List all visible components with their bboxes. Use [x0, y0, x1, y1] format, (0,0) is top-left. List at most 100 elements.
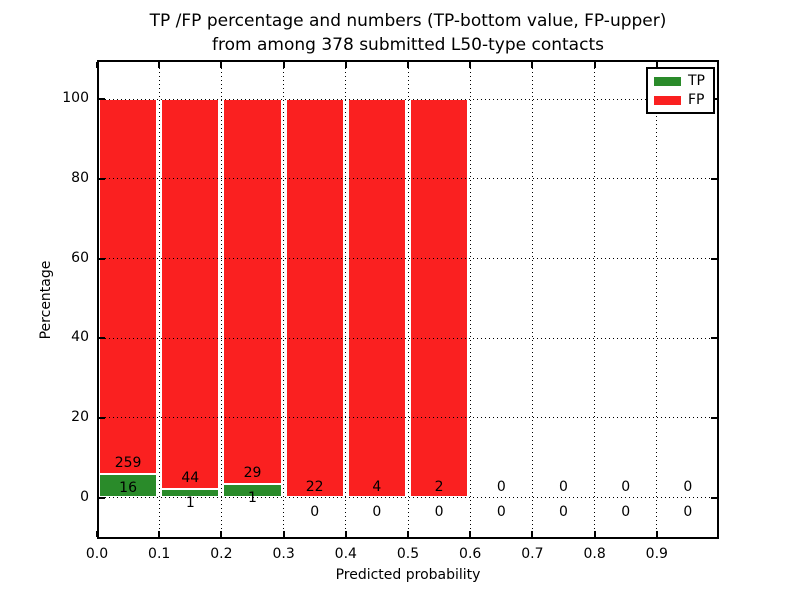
y-tick-mark [711, 337, 717, 340]
x-tick-mark [655, 531, 658, 537]
fp-bar [347, 99, 406, 498]
y-tick-label: 100 [62, 90, 89, 107]
tp-count-label: 0 [683, 503, 693, 520]
gridline-vertical [407, 60, 409, 539]
tp-count-label: 16 [119, 480, 138, 497]
fp-count-label: 22 [305, 478, 324, 495]
x-tick-mark [96, 62, 98, 68]
x-tick-label: 0.6 [459, 546, 482, 562]
fp-count-label: 2 [434, 478, 444, 495]
y-tick-mark [99, 98, 105, 101]
x-tick-mark [96, 531, 98, 537]
y-tick-mark [99, 416, 105, 419]
fp-count-label: 4 [372, 478, 382, 495]
x-tick-label: 0.5 [396, 546, 420, 562]
gridline-horizontal [97, 497, 719, 498]
x-tick-mark [655, 62, 658, 68]
fp-count-label: 0 [559, 478, 568, 495]
x-tick-mark [593, 62, 596, 68]
gridline-vertical [345, 60, 347, 539]
fp-count-label: 29 [243, 465, 262, 482]
x-tick-mark [282, 531, 285, 537]
fp-bar [99, 99, 158, 475]
x-tick-label: 0.0 [85, 546, 109, 562]
x-tick-label: 0.8 [583, 546, 606, 562]
gridline-horizontal [97, 337, 719, 339]
x-tick-label: 0.1 [148, 546, 171, 562]
plot-area: 259 16 44 1 29 1 22 0 4 0 2 0 0 0 0 0 0 0 0 0 [96, 60, 719, 539]
tp-count-label: 1 [185, 494, 195, 511]
fp-legend-label: FP [688, 92, 705, 108]
y-tick-mark [99, 177, 105, 180]
fp-count-label: 259 [114, 455, 142, 472]
fp-bar [285, 99, 344, 498]
x-tick-mark [344, 62, 347, 68]
x-tick-label: 0.2 [210, 546, 233, 562]
y-tick-label: 40 [71, 329, 89, 346]
x-tick-label: 0.4 [334, 546, 357, 562]
x-tick-mark [469, 531, 472, 537]
tp-legend-swatch [654, 76, 681, 86]
tp-legend-label: TP [688, 73, 705, 89]
y-tick-label: 20 [71, 408, 89, 425]
x-tick-mark [282, 62, 285, 68]
gridline-horizontal [97, 258, 719, 260]
x-tick-mark [531, 62, 534, 68]
tp-count-label: 0 [496, 503, 506, 520]
gridline-horizontal [97, 417, 719, 419]
y-tick-mark [711, 177, 717, 180]
x-tick-label: 0.7 [521, 546, 544, 562]
fp-count-label: 44 [181, 469, 200, 486]
gridline-vertical [158, 60, 160, 539]
fp-count-label: 0 [621, 478, 631, 495]
gridline-vertical [283, 60, 285, 539]
gridline-vertical [531, 60, 533, 539]
x-tick-label: 0.3 [272, 546, 295, 562]
tp-count-label: 0 [621, 503, 631, 520]
tp-count-label: 0 [372, 503, 382, 520]
x-tick-mark [344, 531, 347, 537]
gridline-vertical [469, 60, 471, 539]
tp-count-label: 0 [310, 503, 320, 520]
x-tick-mark [158, 531, 161, 537]
x-tick-mark [593, 531, 596, 537]
x-tick-mark [407, 62, 409, 68]
gridline-vertical [656, 60, 658, 539]
tp-count-label: 0 [434, 503, 444, 520]
chart-title-line-1: TP /FP percentage and numbers (TP-bottom… [149, 11, 667, 31]
x-tick-mark [531, 531, 534, 537]
x-tick-mark [407, 531, 409, 537]
x-tick-label: 0.9 [645, 546, 668, 562]
gridline-horizontal [97, 98, 719, 100]
x-tick-mark [220, 531, 223, 537]
fp-bar [161, 99, 220, 489]
y-tick-label: 80 [71, 169, 89, 186]
tp-bar [161, 488, 220, 498]
fp-legend-swatch [654, 95, 681, 105]
y-tick-mark [99, 257, 105, 260]
gridline-horizontal [97, 178, 719, 180]
x-tick-mark [469, 62, 472, 68]
y-axis-label: Percentage [38, 260, 54, 340]
tp-bar [99, 474, 158, 498]
chart-title-line-2: from among 378 submitted L50-type contac… [212, 35, 604, 55]
x-tick-mark [158, 62, 161, 68]
fp-count-label: 0 [496, 478, 506, 495]
tp-bar [223, 484, 282, 498]
y-tick-mark [99, 496, 105, 499]
x-axis-label: Predicted probability [335, 567, 481, 583]
y-tick-mark [711, 257, 717, 260]
y-tick-mark [99, 337, 105, 340]
legend-item-fp: FP [654, 93, 713, 107]
tp-count-label: 0 [559, 503, 568, 520]
legend-item-tp: TP [654, 74, 713, 88]
tp-count-label: 1 [248, 490, 257, 507]
y-tick-mark [711, 496, 717, 499]
y-tick-label: 0 [80, 488, 89, 505]
x-tick-mark [220, 62, 223, 68]
y-tick-label: 60 [71, 249, 89, 266]
fp-bar [223, 99, 282, 485]
fp-bar [410, 99, 469, 498]
gridline-vertical [594, 60, 596, 539]
